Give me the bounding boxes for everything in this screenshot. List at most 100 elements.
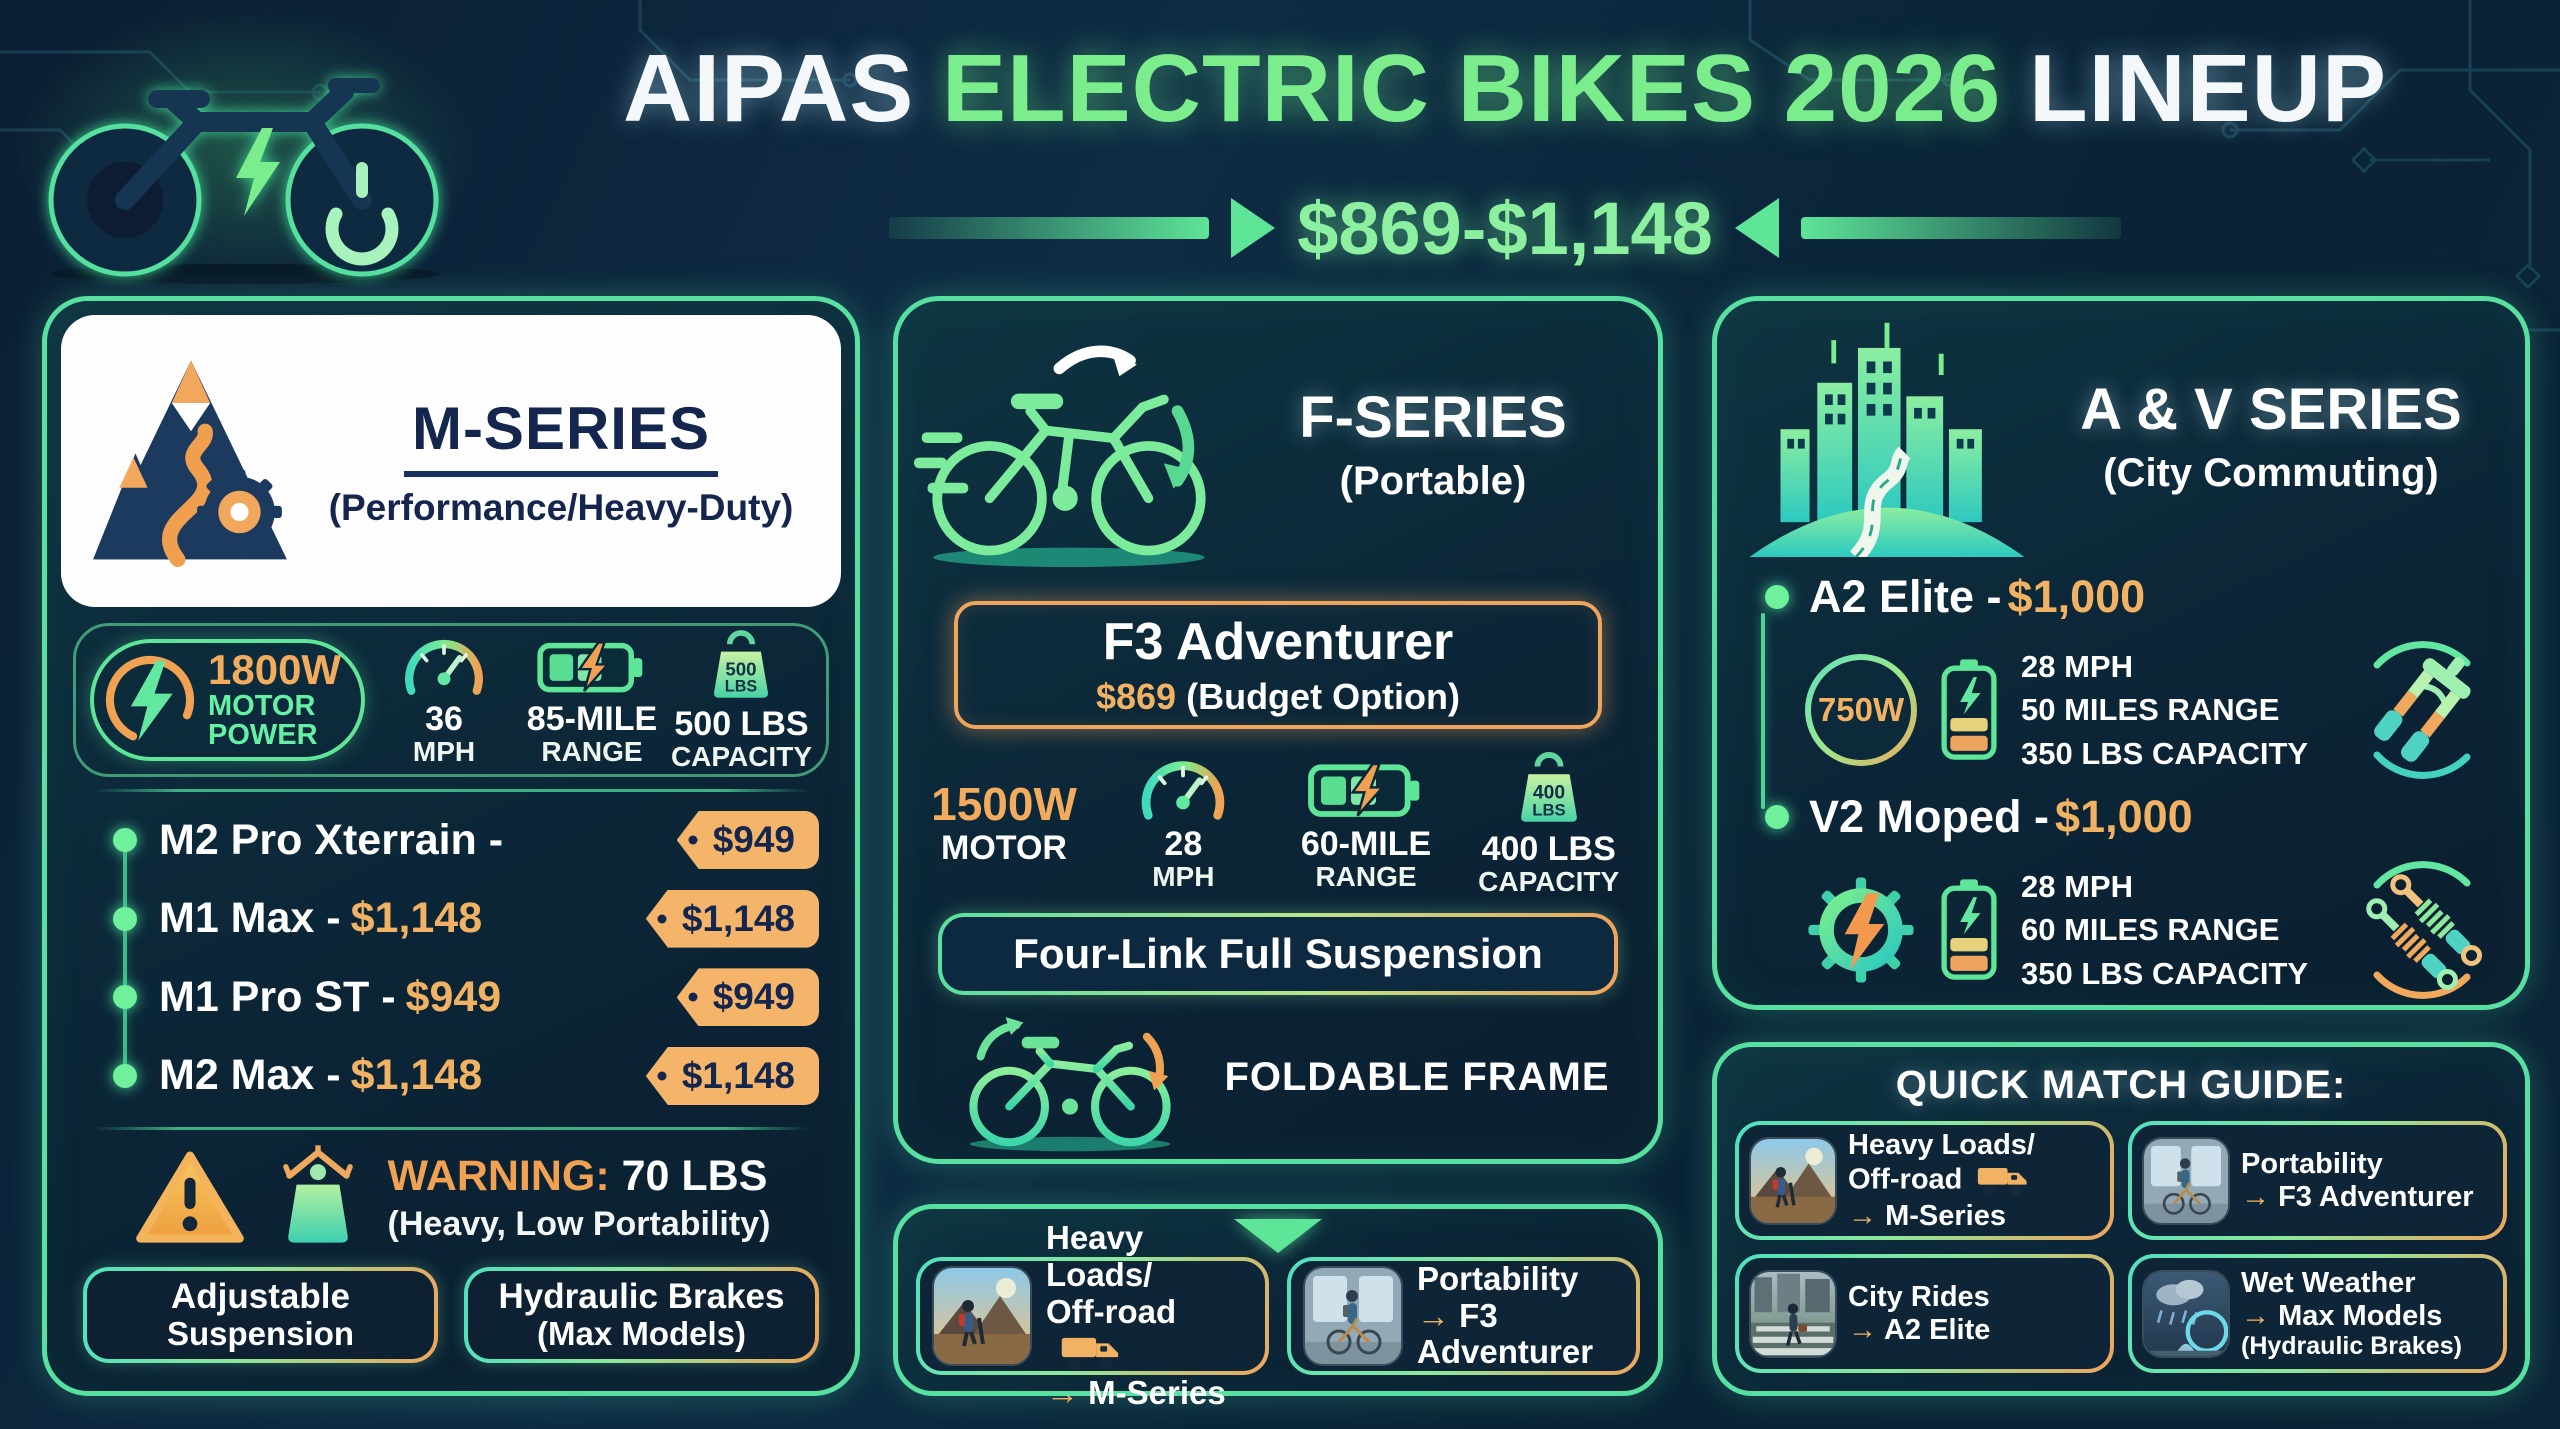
speedometer-icon (1142, 760, 1225, 820)
spec-line: 60 MILES RANGE (2021, 912, 2280, 948)
f-motor-stat: 1500W MOTOR (920, 779, 1088, 867)
av-series-header: A & V SERIES (City Commuting) (1737, 313, 2505, 559)
m-series-title: M-SERIES (403, 394, 719, 477)
arrow-right-icon: → (2241, 1180, 2270, 1213)
battery-vertical-icon (1941, 659, 1997, 760)
warning-triangle-icon (135, 1151, 244, 1243)
model-name: M2 Pro Xterrain - (159, 815, 504, 864)
model-price: $1,148 (350, 1051, 483, 1100)
feature-line1: Hydraulic Brakes (498, 1276, 785, 1316)
bullet-icon (113, 828, 137, 852)
capacity-unit: CAPACITY (1478, 866, 1620, 898)
match-card-text: Portability → F3 Adventurer (1417, 1259, 1622, 1372)
speed-value: 28 (1164, 824, 1203, 863)
model-connector-line (1761, 613, 1765, 809)
arrow-right-icon (1231, 198, 1276, 258)
warning-value: 70 LBS (621, 1152, 768, 1200)
quick-match-guide-panel: QUICK MATCH GUIDE: (1712, 1042, 2530, 1396)
f-series-match-strip: Heavy Loads/ Off-road → M-Series (893, 1204, 1663, 1411)
model-name: M1 Pro ST - $949 (159, 972, 502, 1021)
match-card-city-rides: City Rides → A2 Elite (1735, 1254, 2114, 1373)
speed-stat: 36 MPH (375, 633, 513, 768)
match-line2: Off-road (1046, 1293, 1177, 1330)
speed-stat: 28 MPH (1096, 754, 1271, 893)
bullet-icon (113, 1063, 137, 1088)
price-range-banner: $869-$1,148 (480, 182, 2530, 274)
match-note: (Hydraulic Brakes) (2241, 1331, 2462, 1360)
weight-badge-bottom: LBS (1532, 800, 1565, 819)
range-value: 85-MILE (526, 699, 658, 738)
capacity-unit: CAPACITY (670, 741, 812, 773)
capacity-stat: 400 LBS 400 LBS CAPACITY (1461, 749, 1636, 898)
spec-line: 28 MPH (2021, 868, 2133, 904)
arrow-right-icon: → (1848, 1199, 1877, 1232)
match-target: Max Models (2278, 1299, 2443, 1332)
arrow-right-icon: → (1417, 1296, 1450, 1334)
speed-unit: MPH (412, 736, 476, 768)
capacity-value: 400 LBS (1481, 829, 1616, 868)
f3-adventurer-box: F3 Adventurer $869 (Budget Option) (954, 601, 1602, 729)
bullet-icon (1765, 585, 1789, 609)
weight-badge-bottom: LBS (725, 677, 758, 695)
f-series-title: F-SERIES (1299, 385, 1567, 450)
bullet-icon (113, 906, 137, 931)
bike-on-train-thumbnail (2144, 1138, 2228, 1223)
match-line1: Heavy Loads/ (1046, 1219, 1153, 1294)
m-series-subtitle: (Performance/Heavy-Duty) (328, 486, 794, 528)
match-target: F3 Adventurer (2278, 1180, 2474, 1213)
crane-weight-icon (282, 1145, 353, 1243)
divider (93, 789, 809, 792)
av-series-panel: A & V SERIES (City Commuting) A2 Elite -… (1712, 296, 2530, 1010)
warning-label: WARNING: (387, 1152, 610, 1200)
m-series-stats-row: 1800W MOTOR POWER 36 (73, 623, 829, 777)
foldable-bike-icon (969, 1017, 1172, 1152)
list-item: M1 Max - $1,148 $1,148 (83, 884, 819, 954)
hiker-mountain-thumbnail (934, 1268, 1030, 1364)
f3-name: F3 Adventurer (1102, 613, 1454, 671)
model-price: $1,000 (2007, 571, 2146, 622)
model-name: M1 Max - $1,148 (159, 894, 483, 943)
model-price: $949 (405, 972, 502, 1021)
match-card-wet-weather: Wet Weather → Max Models (Hydraulic Brak… (2128, 1254, 2507, 1373)
f-series-subtitle: (Portable) (1339, 459, 1527, 503)
arrow-right-icon: → (1046, 1373, 1079, 1411)
v2-moped-block: V2 Moped - $1,000 (1745, 791, 2497, 999)
match-card-portability: Portability → F3 Adventurer (1287, 1257, 1640, 1375)
model-price: $1,000 (2055, 791, 2193, 842)
match-target: M-Series (1088, 1373, 1226, 1411)
a2-elite-block: A2 Elite - $1,000 750W 28 MPH 50 MILES RA… (1745, 571, 2497, 783)
hiker-mountain-thumbnail (1751, 1138, 1835, 1223)
f3-note: (Budget Option) (1186, 676, 1461, 717)
list-item: M1 Pro ST - $949 $949 (83, 962, 819, 1032)
arrow-right-icon: → (2241, 1299, 2270, 1332)
arrow-left-icon (1734, 198, 1779, 258)
feature-line2: Suspension (166, 1315, 355, 1353)
match-card-portability: Portability → F3 Adventurer (2128, 1121, 2507, 1240)
range-value: 60-MILE (1300, 824, 1432, 863)
match-card-text: Heavy Loads/ Off-road → M-Series (1046, 1219, 1251, 1412)
match-target: F3 Adventurer (1417, 1296, 1594, 1371)
bullet-icon (1765, 805, 1789, 829)
speedometer-icon (405, 639, 483, 695)
title-suffix: LINEUP (2028, 35, 2387, 142)
match-line1: Portability (1417, 1259, 1579, 1297)
speed-value: 36 (425, 699, 463, 738)
range-stat: 60-MILE RANGE (1279, 754, 1454, 893)
city-skyline-icon (1749, 322, 2025, 557)
av-series-heading: A & V SERIES (City Commuting) (2037, 376, 2505, 496)
match-card-heavy-loads: Heavy Loads/ Off-road → M-Series (1735, 1121, 2114, 1240)
model-price: $1,148 (350, 894, 483, 943)
spec-line: 50 MILES RANGE (2021, 692, 2280, 728)
spec-line: 28 MPH (2021, 648, 2133, 684)
truck-icon (1978, 1167, 2027, 1196)
foldable-frame-label: FOLDABLE FRAME (1224, 1054, 1610, 1099)
f3-price: $869 (1095, 676, 1177, 717)
divider (93, 1127, 809, 1130)
a2-power: 750W (1811, 660, 1911, 760)
speed-unit: MPH (1152, 861, 1215, 893)
battery-bolt-icon (1308, 762, 1420, 817)
triangle-down-icon (1234, 1219, 1322, 1253)
motor-label-line2: POWER (208, 719, 318, 752)
feature-line2: (Max Models) (536, 1315, 747, 1353)
